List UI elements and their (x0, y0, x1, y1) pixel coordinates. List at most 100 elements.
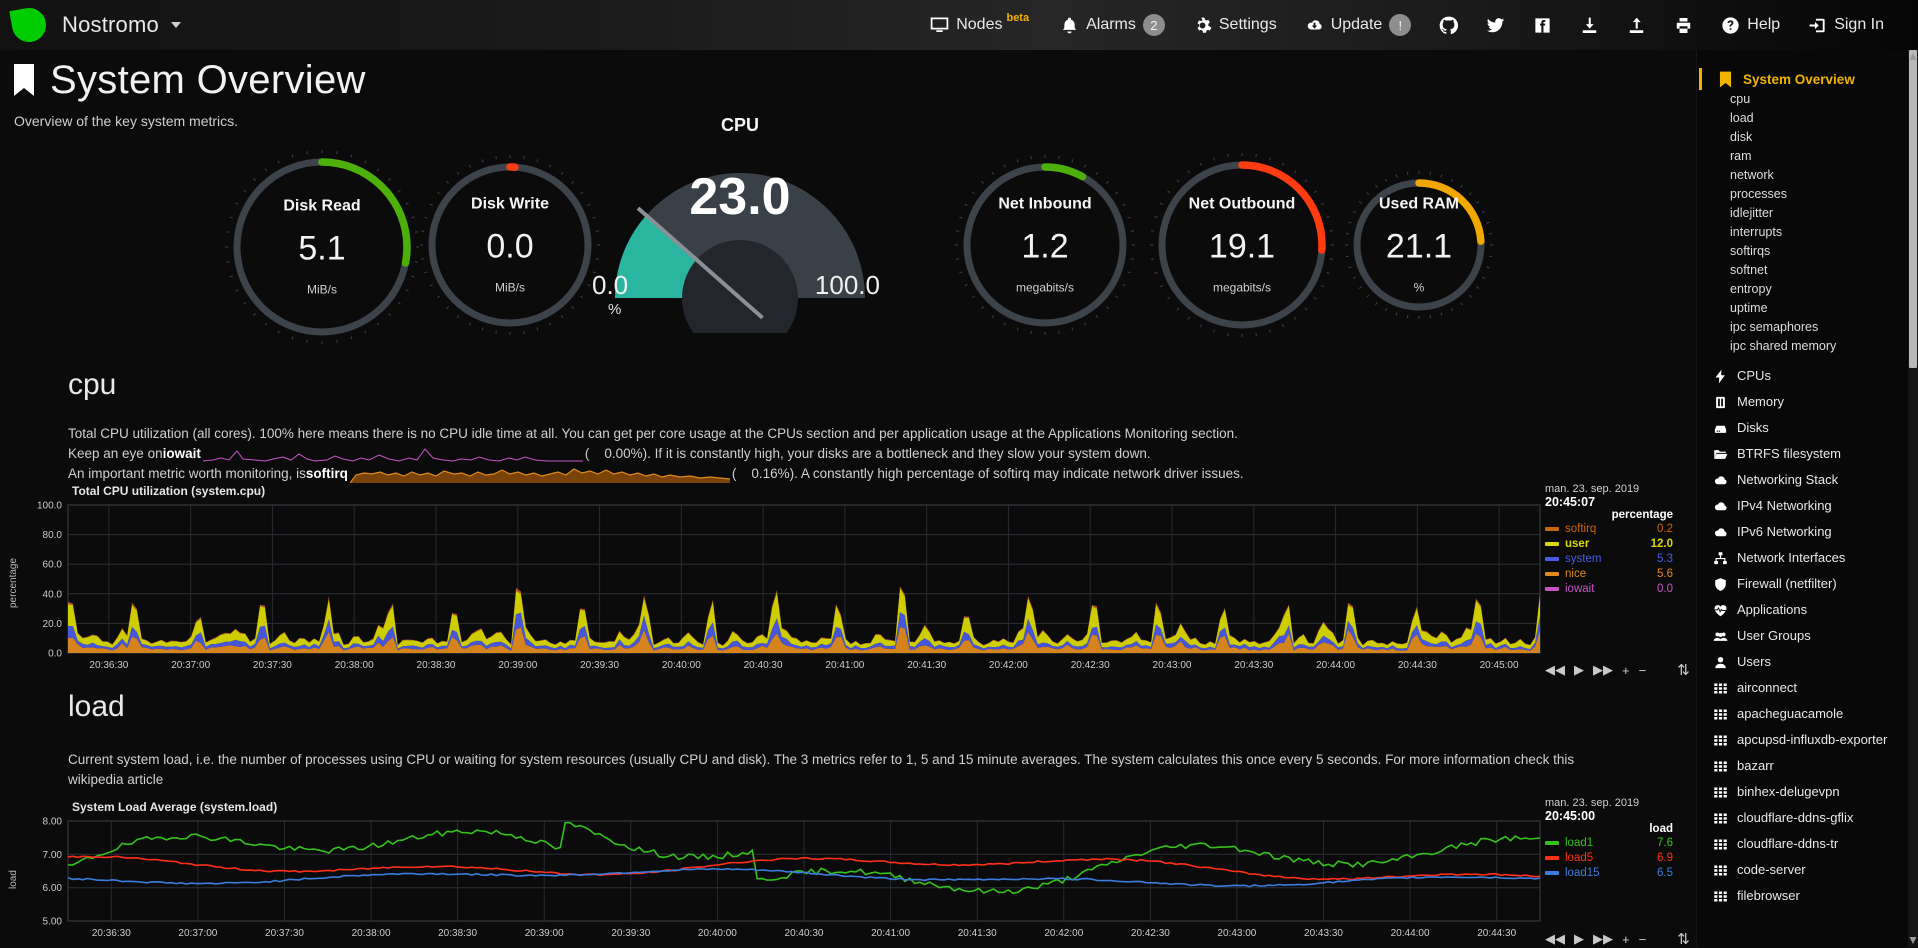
legend-row[interactable]: load15 6.5 (1545, 865, 1673, 880)
sidebar-subitem-network[interactable]: network (1730, 168, 1774, 182)
nav-item-sign-in[interactable]: Sign In (1794, 0, 1898, 50)
series-load15 (67, 867, 1541, 888)
nav-item-print[interactable] (1660, 0, 1707, 50)
gauge-center: Disk Write 0.0 MiB/s (420, 196, 600, 295)
sidebar-item-code-server[interactable]: code-server (1697, 860, 1908, 886)
sidebar-item-networking-stack[interactable]: Networking Stack (1697, 470, 1908, 496)
legend-row[interactable]: load1 7.6 (1545, 835, 1673, 850)
nav-item-alarms[interactable]: Alarms 2 (1046, 0, 1179, 50)
chart-rewind-button[interactable]: ◀◀ (1545, 931, 1565, 946)
chart-zoom-out-button[interactable]: − (1638, 931, 1647, 947)
sidebar-subitem-cpu[interactable]: cpu (1730, 92, 1751, 106)
sidebar-item-filebrowser[interactable]: filebrowser (1697, 886, 1908, 912)
gauge-cpu[interactable]: CPU 23.0 0.0% 100.0 (590, 115, 890, 345)
cloud-download-icon (1305, 16, 1324, 35)
legend-row[interactable]: nice 5.6 (1545, 566, 1673, 581)
sidebar-item-binhex-delugevpn[interactable]: binhex-delugevpn (1697, 782, 1908, 808)
sidebar-item-label: User Groups (1737, 628, 1811, 643)
gauge-ring: Disk Write 0.0 MiB/s (420, 155, 600, 335)
svg-text:20:38:30: 20:38:30 (438, 928, 477, 939)
chart-load[interactable]: 5.00 6.00 7.00 8.00 20:36:30 20:37:00 20:37:30… (0, 797, 1690, 948)
import-icon (1580, 16, 1599, 35)
chart-play-button[interactable]: ▶ (1574, 931, 1584, 946)
sidebar-scrollbar-track[interactable] (1908, 50, 1918, 947)
gauge-net-outbound[interactable]: Net Outbound 19.1 megabits/s (1150, 153, 1334, 337)
user-icon (1713, 655, 1728, 670)
gauge-ring-svg (1345, 171, 1493, 319)
sidebar-subitem-softirqs[interactable]: softirqs (1730, 244, 1771, 258)
nav-item-help[interactable]: Help (1707, 0, 1794, 50)
nav-item-twitter[interactable] (1472, 0, 1519, 50)
sidebar-item-user-groups[interactable]: User Groups (1697, 626, 1908, 652)
nav-item-github[interactable] (1425, 0, 1472, 50)
sidebar-item-bazarr[interactable]: bazarr (1697, 756, 1908, 782)
sidebar-subitem-processes[interactable]: processes (1730, 187, 1787, 201)
sidebar-item-ipv4-networking[interactable]: IPv4 Networking (1697, 496, 1908, 522)
sidebar-subitem-idlejitter[interactable]: idlejitter (1730, 206, 1774, 220)
sidebar-item-ipv6-networking[interactable]: IPv6 Networking (1697, 522, 1908, 548)
gauge-net-inbound[interactable]: Net Inbound 1.2 megabits/s (955, 155, 1135, 335)
chart-cpu[interactable]: 0.0 20.0 40.0 60.0 80.0 100.0 20:36:30 20:37:00… (0, 483, 1690, 679)
sidebar-subitem-interrupts[interactable]: interrupts (1730, 225, 1783, 239)
nav-item-update[interactable]: Update! (1291, 0, 1426, 50)
sidebar-item-applications[interactable]: Applications (1697, 600, 1908, 626)
sidebar-item-network-interfaces[interactable]: Network Interfaces (1697, 548, 1908, 574)
cpu-desc-line3-paren: ( (731, 466, 752, 481)
cloud-icon (1713, 525, 1728, 540)
sidebar-subitem-uptime[interactable]: uptime (1730, 301, 1768, 315)
gauge-disk-write[interactable]: Disk Write 0.0 MiB/s (420, 155, 600, 335)
chart-resize-handle[interactable]: ⇅ (1677, 931, 1690, 948)
chart-rewind-button[interactable]: ◀◀ (1545, 662, 1565, 677)
sidebar-item-cpus[interactable]: CPUs (1697, 366, 1908, 392)
sidebar-subitem-ipc-shared-memory[interactable]: ipc shared memory (1730, 339, 1837, 353)
sidebar-item-cloudflare-ddns-gflix[interactable]: cloudflare-ddns-gflix (1697, 808, 1908, 834)
gauge-used-ram[interactable]: Used RAM 21.1% (1345, 171, 1493, 319)
brand[interactable]: Nostromo (9, 5, 181, 45)
chart-resize-handle[interactable]: ⇅ (1677, 662, 1690, 679)
chevron-down-icon[interactable] (170, 22, 181, 28)
sidebar-subitem-load[interactable]: load (1730, 111, 1754, 125)
chart-svg-system.load[interactable]: 5.00 6.00 7.00 8.00 20:36:30 20:37:00 20:37:30… (10, 817, 1542, 943)
nav-item-settings[interactable]: Settings (1179, 0, 1291, 50)
chart-forward-button[interactable]: ▶▶ (1593, 931, 1613, 946)
scroll-down-arrow-icon[interactable] (1909, 935, 1917, 945)
sidebar-item-firewall-netfilter[interactable]: Firewall (netfilter) (1697, 574, 1908, 600)
nav-item-nodes[interactable]: Nodes beta (916, 0, 1046, 50)
sidebar-item-memory[interactable]: Memory (1697, 392, 1908, 418)
chart-forward-button[interactable]: ▶▶ (1593, 662, 1613, 677)
softirq-sparkline (349, 468, 730, 483)
chart-play-button[interactable]: ▶ (1574, 662, 1584, 677)
sidebar-item-users[interactable]: Users (1697, 652, 1908, 678)
nav-item-export[interactable] (1613, 0, 1660, 50)
yaxis-label-system.cpu: percentage (8, 557, 19, 608)
sidebar-item-btrfs-filesystem[interactable]: BTRFS filesystem (1697, 444, 1908, 470)
legend-row[interactable]: load5 6.9 (1545, 850, 1673, 865)
legend-row[interactable]: user 12.0 (1545, 536, 1673, 551)
legend-row[interactable]: softirq 0.2 (1545, 521, 1673, 536)
chart-zoom-in-button[interactable]: + (1622, 931, 1630, 947)
svg-text:20:43:00: 20:43:00 (1217, 928, 1256, 939)
chart-zoom-in-button[interactable]: + (1622, 662, 1630, 678)
sidebar-item-disks[interactable]: Disks (1697, 418, 1908, 444)
legend-row[interactable]: system 5.3 (1545, 551, 1673, 566)
gauge-disk-read[interactable]: Disk Read 5.1 MiB/s (225, 150, 419, 344)
nav-item-facebook[interactable] (1519, 0, 1566, 50)
sidebar-subitem-disk[interactable]: disk (1730, 130, 1753, 144)
sidebar-item-apacheguacamole[interactable]: apacheguacamole (1697, 704, 1908, 730)
sidebar-subitem-ram[interactable]: ram (1730, 149, 1752, 163)
chart-zoom-out-button[interactable]: − (1638, 662, 1647, 678)
chart-svg-system.cpu[interactable]: 0.0 20.0 40.0 60.0 80.0 100.0 20:36:30 20:37:00… (10, 501, 1542, 675)
nav-item-import[interactable] (1566, 0, 1613, 50)
legend-row[interactable]: iowait 0.0 (1545, 581, 1673, 596)
sidebar-subitem-ipc-semaphores[interactable]: ipc semaphores (1730, 320, 1819, 334)
svg-text:40.0: 40.0 (43, 589, 63, 600)
sidebar-item-cloudflare-ddns-tr[interactable]: cloudflare-ddns-tr (1697, 834, 1908, 860)
section-heading-load: load (68, 690, 125, 723)
scroll-up-arrow-icon[interactable] (1909, 52, 1917, 62)
sidebar-item-system-overview[interactable]: System Overview (1699, 68, 1908, 90)
sidebar-item-airconnect[interactable]: airconnect (1697, 678, 1908, 704)
sidebar-subitem-softnet[interactable]: softnet (1730, 263, 1768, 277)
sidebar-subitem-entropy[interactable]: entropy (1730, 282, 1772, 296)
sidebar-item-apcupsd-influxdb-exporter[interactable]: apcupsd-influxdb-exporter (1697, 730, 1908, 756)
sidebar-scrollbar-thumb[interactable] (1909, 50, 1917, 368)
